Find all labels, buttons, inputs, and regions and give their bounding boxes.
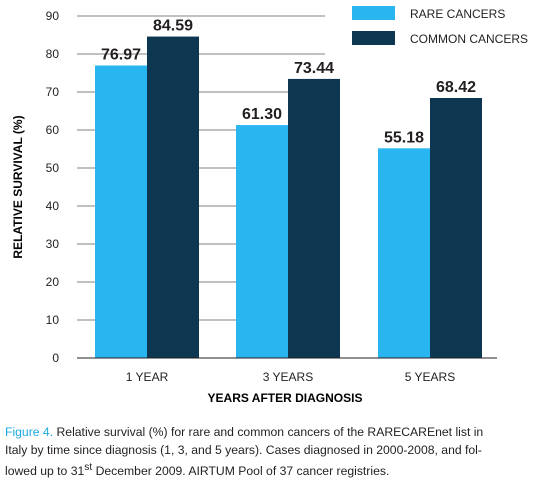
- y-tick-label: 0: [52, 351, 59, 365]
- x-category-label: 5 YEARS: [405, 370, 455, 384]
- legend: RARE CANCERS COMMON CANCERS: [352, 6, 528, 46]
- legend-label-rare-cancers: RARE CANCERS: [410, 7, 505, 21]
- x-category-label: 1 YEAR: [126, 370, 169, 384]
- bars: [95, 36, 482, 359]
- y-tick-label: 80: [46, 47, 60, 61]
- x-category-label: 3 YEARS: [263, 370, 313, 384]
- caption-line-3: lowed up to 31st December 2009. AIRTUM P…: [5, 459, 545, 480]
- data-label: 61.30: [242, 106, 282, 123]
- data-label: 73.44: [294, 60, 334, 77]
- data-label: 76.97: [101, 47, 141, 64]
- bar-common-2: [288, 78, 340, 358]
- y-tick-label: 50: [46, 161, 60, 175]
- data-label: 68.42: [436, 79, 476, 96]
- y-axis-title: RELATIVE SURVIVAL (%): [11, 115, 25, 258]
- caption-line-3-text-a: lowed up to 31: [5, 464, 85, 479]
- legend-swatch-common-cancers: [352, 31, 395, 45]
- y-tick-label: 70: [46, 85, 60, 99]
- caption-figure-label: Figure 4.: [5, 425, 54, 439]
- bar-common-1: [147, 36, 199, 359]
- bar-rare-2: [236, 125, 288, 358]
- bar-chart: 0 10 20 30 40 50 60 70 80 90 76.97 84.59 61.30 73.44…: [11, 6, 528, 405]
- y-tick-label: 30: [46, 237, 60, 251]
- x-axis-title: YEARS AFTER DIAGNOSIS: [208, 391, 363, 405]
- figure-caption: Figure 4. Relative survival (%) for rare…: [5, 423, 545, 480]
- bar-rare-3: [378, 148, 430, 358]
- caption-line-1-text: Relative survival (%) for rare and commo…: [53, 425, 484, 439]
- y-tick-label: 10: [46, 313, 60, 327]
- caption-ordinal-suffix: st: [84, 462, 93, 473]
- bar-common-3: [430, 98, 482, 358]
- legend-swatch-rare-cancers: [352, 6, 395, 20]
- y-tick-label: 60: [46, 123, 60, 137]
- x-axis-category-labels: 1 YEAR 3 YEARS 5 YEARS: [126, 370, 455, 384]
- y-tick-label: 90: [46, 9, 60, 23]
- caption-line-3-text-b: December 2009. AIRTUM Pool of 37 cancer …: [92, 464, 390, 479]
- y-axis-tick-labels: 0 10 20 30 40 50 60 70 80 90: [46, 9, 60, 365]
- data-label: 55.18: [384, 129, 424, 146]
- caption-line-2: Italy by time since diagnosis (1, 3, and…: [5, 443, 482, 457]
- data-labels: 76.97 84.59 61.30 73.44 55.18 68.42: [101, 18, 476, 147]
- bar-rare-1: [95, 65, 147, 358]
- y-tick-label: 40: [46, 199, 60, 213]
- caption-line-1: Figure 4. Relative survival (%) for rare…: [5, 423, 545, 441]
- legend-label-common-cancers: COMMON CANCERS: [410, 32, 528, 46]
- y-tick-label: 20: [46, 275, 60, 289]
- data-label: 84.59: [153, 18, 193, 35]
